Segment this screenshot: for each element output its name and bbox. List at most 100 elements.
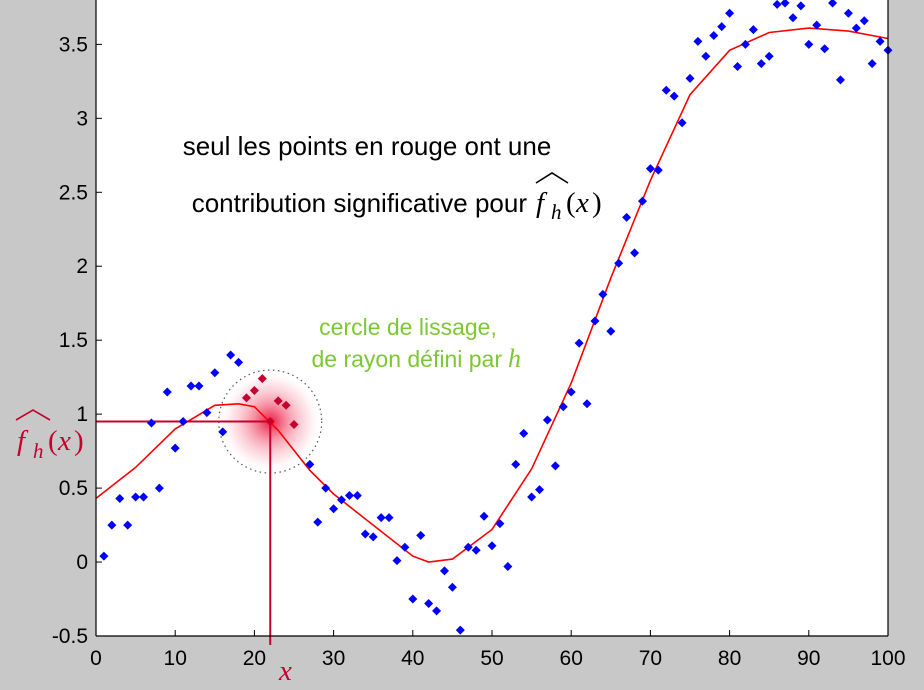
main-annotation: seul les points en rouge ont une contrib… (183, 131, 602, 224)
data-point (329, 504, 339, 514)
smooth-curve-layer (95, 27, 889, 563)
h-subscript-red: h (33, 439, 44, 463)
data-point (606, 326, 616, 336)
data-point (812, 20, 822, 30)
data-point (503, 561, 513, 571)
data-point (622, 212, 632, 222)
x-tick-label: 20 (243, 647, 266, 670)
data-point-contributing (273, 396, 283, 406)
data-point (392, 556, 402, 566)
paren-open-red: ( (48, 425, 58, 457)
y-tick-label: 1.5 (59, 329, 88, 352)
data-point (558, 402, 568, 412)
data-point (99, 551, 109, 561)
data-point (305, 459, 315, 469)
data-point (550, 461, 560, 471)
data-point (875, 36, 885, 46)
data-point (637, 196, 647, 206)
data-point (139, 492, 149, 502)
data-point (321, 483, 331, 493)
data-point (780, 0, 790, 8)
data-point (313, 517, 323, 527)
data-point-contributing (249, 385, 259, 395)
data-point (820, 44, 830, 54)
data-point (455, 625, 465, 635)
x-tick-label: 40 (401, 647, 424, 670)
data-point (146, 418, 156, 428)
data-point (416, 530, 426, 540)
data-point (653, 165, 663, 175)
data-point (107, 520, 117, 530)
data-point (186, 381, 196, 391)
data-point (709, 30, 719, 40)
data-point (131, 492, 141, 502)
y-tick-label: 1 (76, 403, 88, 426)
data-point (772, 0, 782, 9)
x-tick-label: 100 (870, 647, 905, 670)
data-point (740, 39, 750, 49)
data-point (408, 594, 418, 604)
data-point (614, 258, 624, 268)
data-point (835, 75, 845, 85)
data-point (218, 427, 228, 437)
data-point (511, 459, 521, 469)
hat-symbol (535, 172, 569, 184)
paren-open: ( (566, 187, 576, 219)
x-tick-label: 10 (164, 647, 187, 670)
data-point-contributing (241, 393, 251, 403)
annotation-line-2: contribution significative pour (192, 188, 528, 218)
data-point (669, 91, 679, 101)
x-tick-label: 80 (718, 647, 741, 670)
data-point (717, 22, 727, 32)
data-point (487, 541, 497, 551)
data-point (337, 495, 347, 505)
y-tick-label: 0 (76, 551, 88, 574)
x-tick-label: 0 (90, 647, 102, 670)
data-point (851, 23, 861, 33)
data-point (733, 62, 743, 72)
h-subscript: h (551, 200, 562, 224)
h-symbol-green: h (508, 344, 521, 373)
data-point (360, 529, 370, 539)
x-tick-label: 90 (797, 647, 820, 670)
data-points (99, 0, 893, 635)
data-point (202, 408, 212, 418)
data-point (859, 16, 869, 26)
data-point (384, 513, 394, 523)
circle-label-line-2: de rayon défini par (311, 346, 502, 372)
data-point (432, 606, 442, 616)
data-point (867, 59, 877, 69)
data-point (519, 428, 529, 438)
data-point (535, 485, 545, 495)
x-symbol: x (575, 187, 589, 219)
data-point (447, 582, 457, 592)
data-point (123, 520, 133, 530)
data-point (843, 8, 853, 18)
data-point (194, 381, 204, 391)
paren-close-red: ) (74, 425, 84, 457)
data-point (574, 338, 584, 348)
data-point (439, 566, 449, 576)
data-point (479, 511, 489, 521)
data-point (828, 0, 838, 8)
y-tick-label: 3.5 (59, 33, 88, 56)
x-tick-label: 50 (480, 647, 503, 670)
data-point (661, 85, 671, 95)
data-point (788, 13, 798, 23)
data-point (804, 39, 814, 49)
data-point (566, 387, 576, 397)
data-point (210, 368, 220, 378)
data-point-contributing (289, 419, 299, 429)
hat-symbol-red (15, 409, 51, 421)
y-tick-label: 3 (76, 107, 88, 130)
y-tick-label: 2.5 (59, 181, 88, 204)
data-point (376, 513, 386, 523)
data-point (764, 51, 774, 61)
data-point (495, 519, 505, 529)
data-point (226, 350, 236, 360)
circle-annotation: cercle de lissage, de rayon défini par h (311, 314, 521, 373)
data-point (344, 490, 354, 500)
data-point (756, 59, 766, 69)
data-point (178, 417, 188, 427)
